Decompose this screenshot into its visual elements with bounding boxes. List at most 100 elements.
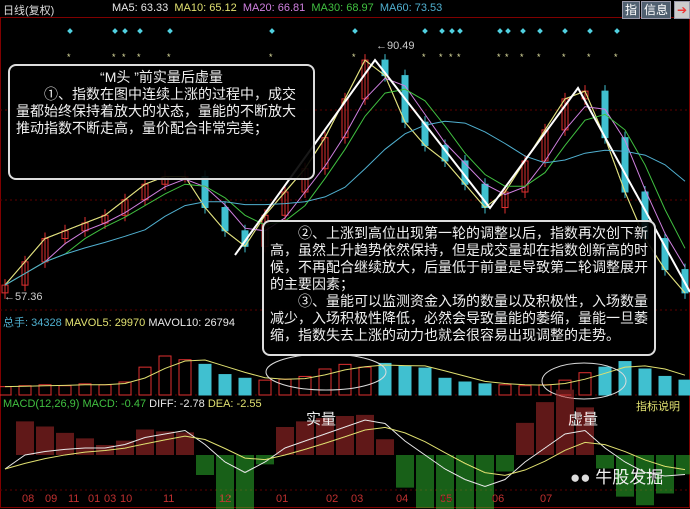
x-tick-label: 03 — [104, 493, 117, 505]
info-button[interactable]: 信息 — [641, 1, 672, 19]
ma20-value: MA20: 66.81 — [242, 2, 306, 14]
volume-bar — [298, 375, 312, 396]
volume-bar — [438, 377, 452, 396]
x-tick-label: 03 — [351, 493, 364, 505]
signal-star-icon: * — [587, 52, 591, 62]
volume-bar — [18, 385, 32, 396]
ma-legend: MA5: 63.33 MA10: 65.12 MA20: 66.81 MA30:… — [112, 2, 442, 14]
signal-star-icon: * — [497, 52, 501, 62]
total-volume: 总手: 34328 — [3, 317, 62, 329]
mavol5-line — [4, 359, 686, 388]
volume-bar — [358, 366, 372, 396]
wechat-icon: ●● — [570, 468, 591, 487]
signal-diamond-icon — [112, 28, 118, 34]
signal-diamond-icon — [614, 28, 620, 34]
dea-line — [4, 426, 686, 476]
volume-bar — [58, 385, 72, 396]
x-tick-label: 08 — [22, 493, 35, 505]
watermark: ●● 牛股发掘 — [570, 463, 663, 488]
annotation-title: “M头 ”前实量后虚量 — [100, 69, 223, 85]
signal-star-icon: * — [439, 52, 443, 62]
volume-bar — [618, 361, 632, 396]
signal-diamond-icon — [505, 28, 511, 34]
volume-bar — [478, 383, 492, 396]
signal-star-icon: * — [112, 52, 116, 62]
volume-highlight-ellipse-left — [265, 353, 387, 391]
m-head-trendline — [234, 58, 690, 293]
volume-bar — [518, 385, 532, 396]
high-price-label: ←90.49 — [376, 40, 415, 52]
volume-bar — [138, 366, 152, 396]
annotation-point-1: ①、指数在图中连续上涨的过程中，成交量都始终保持着放大的状态，量能的不断放大推动… — [16, 86, 296, 136]
signal-diamond-icon — [439, 28, 445, 34]
signal-star-icon: * — [520, 52, 524, 62]
macd-value: MACD: -0.47 — [82, 398, 147, 410]
signal-star-icon: * — [457, 52, 461, 62]
volume-bar — [218, 374, 232, 396]
diff-line — [4, 419, 686, 488]
ma30-value: MA30: 68.97 — [311, 2, 374, 14]
watermark-text: 牛股发掘 — [595, 468, 664, 487]
mavol5-value: MAVOL5: 29970 — [64, 317, 146, 329]
candle — [221, 207, 229, 232]
volume-bar — [458, 381, 472, 396]
indicator-help-link[interactable]: 指标说明 — [636, 401, 680, 413]
volume-bar — [678, 379, 690, 396]
exit-icon[interactable]: ➔ — [674, 1, 690, 19]
signal-diamond-icon — [587, 28, 593, 34]
ma10-value: MA10: 65.12 — [174, 2, 237, 14]
period-label[interactable]: 日线(复权) — [3, 5, 55, 17]
signal-diamond-icon — [167, 28, 173, 34]
ma20-line — [4, 77, 686, 286]
volume-bar — [658, 375, 672, 396]
volume-highlight-ellipse-right — [541, 362, 627, 400]
x-tick-label: 11 — [163, 493, 175, 505]
volume-bar — [38, 384, 52, 396]
index-button[interactable]: 指 — [622, 1, 641, 19]
signal-diamond-icon — [537, 28, 543, 34]
volume-bar — [378, 362, 392, 396]
x-tick-label: 06 — [492, 493, 505, 505]
signal-diamond-icon — [269, 28, 275, 34]
volume-bar — [98, 384, 112, 396]
volume-bar — [598, 366, 612, 396]
macd-legend: MACD(12,26,9) MACD: -0.47 DIFF: -2.78 DE… — [3, 398, 262, 410]
weak-volume-label: 虚量 — [568, 411, 599, 428]
real-volume-label: 实量 — [306, 411, 337, 428]
annotation-point-2: ②、上涨到高位出现第一轮的调整以后，指数再次创下新高，虽然上升趋势依然保持，但是… — [270, 225, 648, 292]
volume-bar — [418, 367, 432, 396]
x-tick-label: 11 — [68, 493, 80, 505]
signal-diamond-icon — [562, 28, 568, 34]
x-tick-label: 05 — [440, 493, 453, 505]
signal-diamond-icon — [422, 28, 428, 34]
signal-star-icon: * — [122, 52, 126, 62]
signal-star-icon: * — [562, 52, 566, 62]
diff-value: DIFF: -2.78 — [149, 398, 205, 410]
signal-diamond-icon — [497, 28, 503, 34]
x-tick-label: 12 — [219, 493, 232, 505]
x-tick-label: 07 — [540, 493, 553, 505]
signal-star-icon: * — [449, 52, 453, 62]
annotation-box-1: “M头 ”前实量后虚量 ①、指数在图中连续上涨的过程中，成交量都始终保持着放大的… — [8, 64, 315, 180]
volume-bar — [638, 368, 652, 396]
x-tick-label: 01 — [88, 493, 101, 505]
signal-diamond-icon — [67, 28, 73, 34]
signal-star-icon: * — [269, 52, 273, 62]
x-tick-label: 09 — [45, 493, 58, 505]
annotation-box-2: ②、上涨到高位出现第一轮的调整以后，指数再次创下新高，虽然上升趋势依然保持，但是… — [262, 220, 656, 356]
volume-legend: 总手: 34328 MAVOL5: 29970 MAVOL10: 26794 — [3, 314, 235, 330]
signal-diamond-icon — [137, 28, 143, 34]
volume-bar — [118, 381, 132, 396]
volume-bar — [198, 363, 212, 396]
volume-bar — [158, 355, 172, 396]
volume-bar — [338, 363, 352, 396]
volume-bar — [78, 383, 92, 396]
signal-diamond-icon — [352, 28, 358, 34]
signal-star-icon: * — [505, 52, 509, 62]
x-tick-label: 01 — [276, 493, 289, 505]
candle — [201, 175, 209, 209]
signal-star-icon: * — [614, 52, 618, 62]
volume-bar — [398, 365, 412, 396]
